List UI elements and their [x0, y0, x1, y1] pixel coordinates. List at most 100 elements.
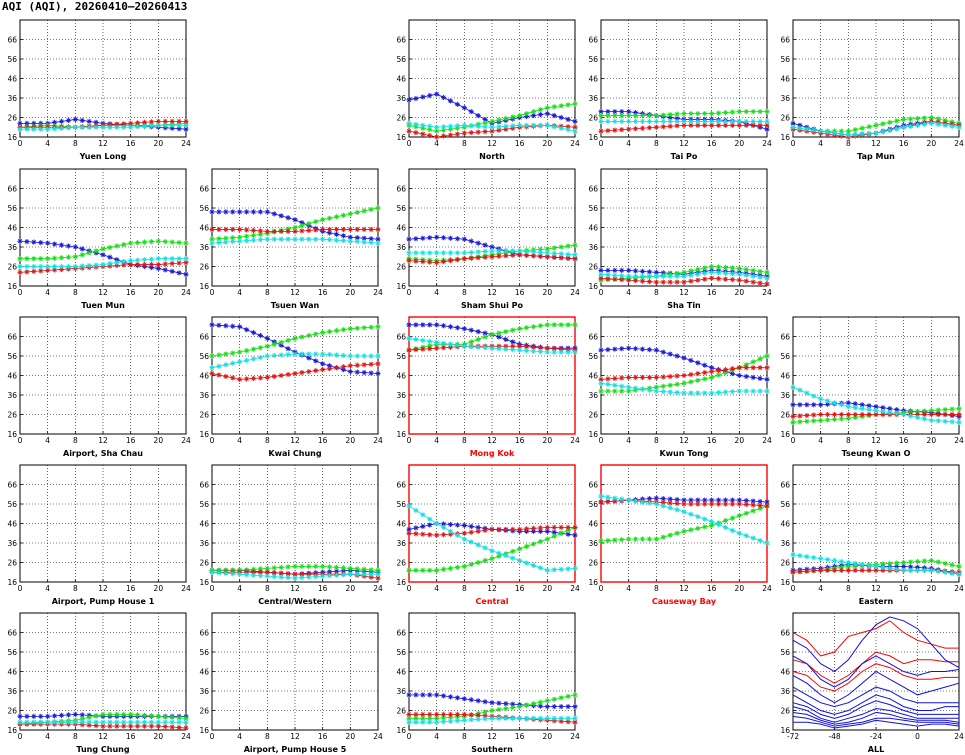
tuen-mun-xtick-label: 20 [154, 288, 164, 297]
causeway-bay-ytick-label: 16 [588, 578, 598, 587]
central-western-series-2-point [250, 566, 257, 572]
tsuen-wan-series-1-point [340, 233, 347, 239]
north-series-1-point [406, 97, 412, 103]
southern-series-4-point [447, 718, 454, 724]
yuen-long-xtick-label: 20 [154, 139, 164, 148]
kwun-tong-series-2-point [702, 376, 708, 382]
causeway-bay-series-3-point [681, 501, 687, 507]
north-series-4-point [537, 122, 544, 128]
tuen-mun-ytick-label: 26 [7, 263, 17, 272]
mong-kok-series-4-point [517, 347, 523, 353]
sham-shui-po-series-1-point [406, 236, 412, 242]
yuen-long-series-4-point [162, 122, 168, 128]
kwai-chung-xtick-label: 20 [346, 436, 356, 445]
central-series-2-point [461, 563, 467, 569]
central-series-4-point [420, 512, 426, 518]
tuen-mun-series-1-point [169, 268, 175, 274]
kwun-tong-xtick-label: 8 [654, 436, 659, 445]
mong-kok-series-1-point [482, 330, 488, 336]
tsuen-wan-series-4-point [292, 236, 298, 242]
airport-pump-house-5-xtick-label: 24 [373, 732, 383, 741]
kwai-chung-series-4-point [278, 352, 284, 358]
all-series-6-line [792, 670, 960, 704]
eastern-series-3-point [859, 567, 865, 573]
tseung-kwan-o-series-2-point [797, 419, 803, 425]
sham-shui-po-series-4-point [475, 249, 481, 255]
tseung-kwan-o-series-2-point [818, 417, 824, 423]
southern-series-4-point [551, 715, 557, 721]
tung-chung-series-1-point [79, 712, 85, 718]
sham-shui-po-ytick-label: 36 [396, 243, 406, 252]
yuen-long-ytick-label: 26 [7, 114, 17, 123]
central-series-1-point [572, 532, 578, 538]
tseung-kwan-o-series-4-point [845, 404, 851, 410]
tseung-kwan-o-series-2-point [811, 418, 817, 424]
eastern-series-4-point [845, 559, 851, 566]
tuen-mun-series-3-point [141, 261, 148, 268]
yuen-long-series-4-point [65, 125, 72, 131]
tuen-mun-xtick-label: 8 [73, 288, 78, 297]
kwai-chung-series-2-point [333, 328, 340, 334]
tai-po-series-2-point [612, 112, 618, 119]
tseung-kwan-o-series-3-point [797, 413, 803, 419]
sha-tin-series-4-point [743, 272, 749, 278]
kwun-tong-series-2-point [653, 384, 659, 390]
kwun-tong-series-1-point [660, 349, 666, 355]
tseung-kwan-o-series-2-point [942, 407, 948, 413]
tung-chung-series-2-point [86, 714, 92, 720]
tuen-mun-series-4-point [148, 256, 155, 262]
sha-tin-series-3-point [729, 277, 736, 283]
tsuen-wan-series-2-point [361, 208, 367, 214]
eastern-xtick-label: 0 [791, 584, 796, 593]
sham-shui-po-series-3-point [558, 255, 564, 261]
tsuen-wan-ytick-label: 66 [199, 185, 209, 194]
kwun-tong-series-1-point [646, 347, 653, 353]
central-series-1-point [406, 526, 412, 532]
causeway-bay-series-3-point [736, 501, 742, 507]
airport-pump-house-1-ytick-label: 66 [7, 481, 17, 490]
sha-tin-series-3-point [674, 279, 680, 285]
kwai-chung-series-2-point [223, 351, 229, 357]
all-series-9-line [792, 700, 959, 719]
all-ytick-label: 16 [780, 726, 790, 735]
tsuen-wan-series-3-point [361, 226, 367, 233]
kwun-tong-series-1-point [764, 376, 770, 382]
southern-series-4-point [558, 715, 564, 721]
tap-mun-series-4-point [907, 123, 914, 129]
tsuen-wan-series-1-point [347, 234, 353, 240]
tai-po-series-2-point [632, 112, 639, 119]
tai-po-series-2-point [695, 111, 701, 117]
all-ytick-label: 26 [780, 707, 790, 716]
central-series-2-point [420, 567, 426, 573]
tseung-kwan-o-series-1-point [790, 402, 796, 408]
central-series-3-point [440, 532, 447, 538]
kwai-chung-series-2-point [354, 325, 360, 331]
kwai-chung-xtick-label: 24 [373, 436, 383, 445]
kwai-chung-series-1-point [230, 323, 236, 329]
mong-kok-series-2-point [558, 322, 564, 328]
sha-tin-series-2-point [764, 269, 770, 275]
central-western-series-4-point [243, 572, 250, 578]
central-series-3-point [496, 526, 502, 532]
yuen-long-series-1-point [93, 119, 99, 125]
tsuen-wan-series-3-point [243, 227, 250, 233]
tuen-mun-series-4-point [121, 259, 127, 265]
tung-chung-series-3-point [183, 725, 189, 731]
tsuen-wan-series-4-point [285, 236, 291, 242]
tuen-mun-series-2-point [176, 240, 182, 246]
tsuen-wan-series-1-point [361, 235, 367, 241]
tai-po-series-1-point [626, 109, 632, 115]
mong-kok-series-2-point [510, 327, 516, 333]
kwai-chung-series-4-point [209, 365, 215, 371]
tai-po-series-3-point [750, 122, 756, 128]
tung-chung-series-4-point [134, 719, 141, 725]
mong-kok-xtick-label: 0 [407, 436, 412, 445]
kwun-tong-series-4-point [612, 382, 618, 388]
kwun-tong-series-1-point [757, 375, 763, 382]
eastern-series-1-point [894, 563, 900, 569]
tap-mun-series-4-point [942, 122, 948, 128]
southern-series-2-point [482, 709, 488, 715]
tseung-kwan-o-series-4-point [901, 411, 907, 418]
north-series-4-point [420, 122, 426, 128]
mong-kok-series-4-point [572, 349, 578, 355]
